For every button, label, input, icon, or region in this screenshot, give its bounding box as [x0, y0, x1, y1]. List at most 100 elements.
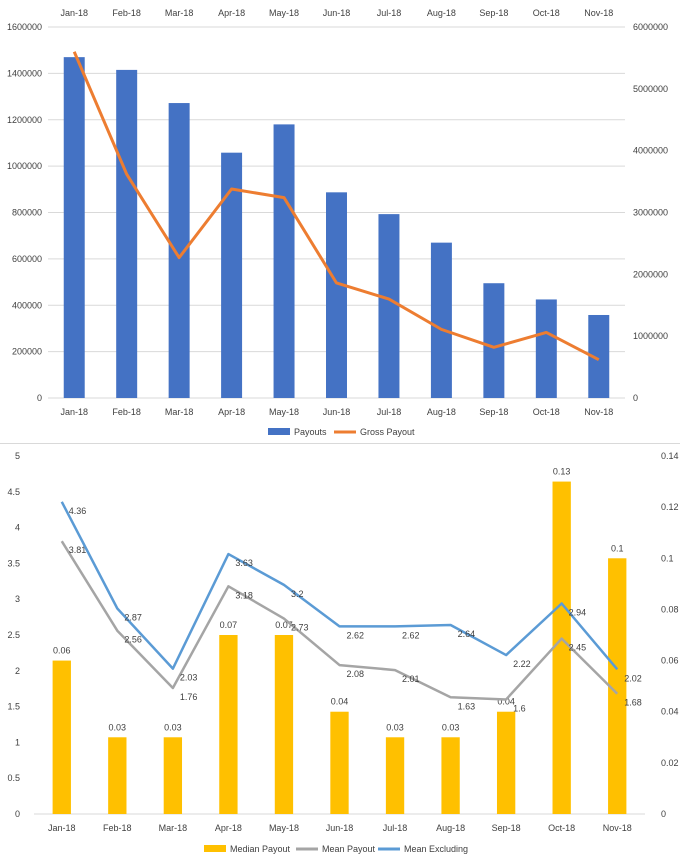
- data-label-mean-excluding: 2.62: [347, 630, 365, 640]
- x-tick-label: Nov-18: [603, 823, 632, 833]
- data-label-mean-payout: 2.45: [569, 643, 587, 653]
- y-left-tick-label: 3: [15, 594, 20, 604]
- y-left-tick-label: 3.5: [7, 558, 20, 568]
- bar-median-payout: [441, 737, 460, 814]
- legend-label-payouts: Payouts: [294, 427, 327, 437]
- x-tick-label: Jul-18: [377, 407, 402, 417]
- y-left-tick-label: 2: [15, 666, 20, 676]
- data-label-mean-excluding: 2.22: [513, 659, 531, 669]
- y-left-tick-label: 5: [15, 451, 20, 461]
- y-right-tick-label: 0.02: [661, 758, 679, 768]
- legend-label-mean-payout: Mean Payout: [322, 844, 376, 854]
- bar-median-payout: [52, 660, 71, 814]
- bar-payouts: [273, 124, 295, 398]
- bar-payouts: [168, 103, 190, 399]
- x-tick-label: Nov-18: [584, 407, 613, 417]
- data-label-median-payout: 0.04: [331, 697, 349, 707]
- data-label-median-payout: 0.03: [164, 722, 182, 732]
- data-label-mean-payout: 1.63: [458, 701, 476, 711]
- y-right-tick-label: 1000000: [633, 331, 668, 341]
- data-label-mean-payout: 1.68: [624, 698, 642, 708]
- data-label-mean-payout: 2.56: [124, 635, 142, 645]
- data-label-mean-payout: 2.01: [402, 674, 420, 684]
- data-label-mean-payout: 1.76: [180, 692, 198, 702]
- x-top-tick-label: Nov-18: [584, 8, 613, 18]
- y-left-tick-label: 600000: [12, 254, 42, 264]
- bar-median-payout: [219, 635, 238, 814]
- y-left-tick-label: 200000: [12, 347, 42, 357]
- y-right-tick-label: 0.06: [661, 656, 679, 666]
- chart-divider: [0, 443, 680, 444]
- bar-payouts: [378, 214, 400, 398]
- data-label-median-payout: 0.13: [553, 467, 571, 477]
- bar-payouts: [63, 57, 85, 399]
- x-tick-label: Feb-18: [103, 823, 132, 833]
- bar-payouts: [430, 242, 452, 398]
- bar-median-payout: [552, 481, 571, 814]
- data-label-mean-payout: 2.73: [291, 623, 309, 633]
- x-tick-label: May-18: [269, 407, 299, 417]
- y-right-tick-label: 6000000: [633, 22, 668, 32]
- line-mean-excluding: [60, 501, 619, 671]
- x-tick-label: Jun-18: [326, 823, 354, 833]
- y-right-tick-label: 0.14: [661, 451, 679, 461]
- bar-median-payout: [496, 711, 516, 814]
- x-tick-label: Apr-18: [218, 407, 245, 417]
- x-tick-label: Apr-18: [215, 823, 242, 833]
- bar-payouts: [535, 299, 557, 398]
- x-tick-label: Jan-18: [60, 407, 88, 417]
- bar-payouts: [326, 192, 347, 398]
- data-label-median-payout: 0.07: [220, 620, 238, 630]
- data-label-mean-payout: 2.08: [347, 669, 365, 679]
- data-label-mean-excluding: 2.94: [569, 607, 587, 617]
- x-top-tick-label: Jul-18: [377, 8, 402, 18]
- y-left-tick-label: 1200000: [7, 115, 42, 125]
- data-label-mean-excluding: 3.63: [235, 558, 253, 568]
- line-gross-payout: [72, 51, 600, 361]
- bar-median-payout: [608, 558, 627, 814]
- data-label-mean-payout: 3.18: [235, 590, 253, 600]
- data-label-median-payout: 0.04: [497, 697, 515, 707]
- data-label-mean-payout: 3.81: [69, 545, 87, 555]
- x-tick-label: Jun-18: [323, 407, 351, 417]
- legend-label-median-payout: Median Payout: [230, 844, 291, 854]
- data-label-median-payout: 0.1: [611, 543, 624, 553]
- y-right-tick-label: 3000000: [633, 208, 668, 218]
- x-tick-label: Oct-18: [548, 823, 575, 833]
- data-label-median-payout: 0.06: [53, 646, 71, 656]
- y-left-tick-label: 1400000: [7, 68, 42, 78]
- y-left-tick-label: 1.5: [7, 702, 20, 712]
- data-label-mean-payout: 1.6: [513, 703, 526, 713]
- y-right-tick-label: 2000000: [633, 269, 668, 279]
- data-label-mean-excluding: 2.02: [624, 673, 642, 683]
- x-top-tick-label: May-18: [269, 8, 299, 18]
- bar-median-payout: [163, 737, 183, 814]
- x-top-tick-label: Sep-18: [479, 8, 508, 18]
- legend-swatch-median-payout: [204, 845, 226, 852]
- payouts-chart-svg: 0 200000 400000 600000 800000 1000000 1200000 1…: [7, 8, 668, 437]
- x-top-tick-label: Jan-18: [60, 8, 88, 18]
- bar-payouts: [116, 69, 138, 398]
- x-top-tick-label: Jun-18: [323, 8, 351, 18]
- legend-label-mean-excluding: Mean Excluding: [404, 844, 468, 854]
- y-right-tick-label: 0.04: [661, 707, 679, 717]
- y-right-tick-label: 0: [661, 809, 666, 819]
- data-label-median-payout: 0.07: [275, 620, 293, 630]
- legend-swatch-payouts: [268, 428, 290, 435]
- x-tick-label: Jul-18: [383, 823, 408, 833]
- y-left-tick-label: 4.5: [7, 487, 20, 497]
- y-right-tick-label: 4000000: [633, 146, 668, 156]
- y-right-tick-label: 0.12: [661, 502, 679, 512]
- data-label-mean-excluding: 4.36: [69, 506, 87, 516]
- x-tick-label: Aug-18: [436, 823, 465, 833]
- data-label-mean-excluding: 3.2: [291, 589, 304, 599]
- x-tick-label: Sep-18: [479, 407, 508, 417]
- y-left-tick-label: 0: [15, 809, 20, 819]
- y-right-tick-label: 0: [633, 393, 638, 403]
- x-top-tick-label: Feb-18: [112, 8, 141, 18]
- x-top-tick-label: Oct-18: [533, 8, 560, 18]
- y-left-tick-label: 800000: [12, 208, 42, 218]
- y-right-tick-label: 5000000: [633, 84, 668, 94]
- bar-payouts: [483, 283, 505, 398]
- payout-stats-chart-svg: 0 0.5 1 1.5 2 2.5 3 3.5 4 4.5 5 0 0.02 0.04 0.06 0.08 0.…: [7, 451, 679, 854]
